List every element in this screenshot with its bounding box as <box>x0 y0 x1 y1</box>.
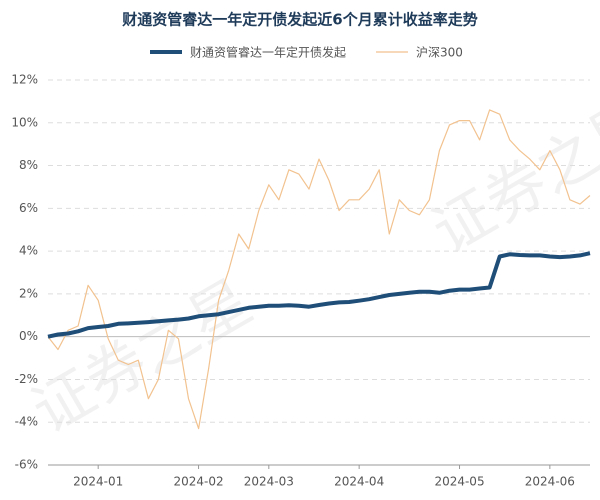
x-tick-label: 2024-04 <box>334 475 384 489</box>
y-tick-label: -2% <box>15 372 38 386</box>
x-tick-label: 2024-05 <box>434 475 484 489</box>
x-tick-label: 2024-02 <box>173 475 223 489</box>
legend-label: 沪深300 <box>416 46 463 60</box>
x-tick-label: 2024-03 <box>244 475 294 489</box>
chart-title: 财通资管睿达一年定开债发起近6个月累计收益率走势 <box>122 11 477 29</box>
x-tick-label: 2024-06 <box>525 475 575 489</box>
y-tick-label: 12% <box>11 73 38 87</box>
y-tick-label: 0% <box>19 329 38 343</box>
y-tick-label: -6% <box>15 458 38 472</box>
series-line <box>47 251 591 339</box>
watermark: 证券之星 <box>421 87 600 268</box>
x-tick-label: 2024-01 <box>73 475 123 489</box>
y-tick-label: 2% <box>19 286 38 300</box>
y-tick-label: 10% <box>11 115 38 129</box>
y-tick-label: 6% <box>19 201 38 215</box>
y-tick-label: 8% <box>19 158 38 172</box>
series-line <box>47 109 591 430</box>
y-tick-label: -4% <box>15 415 38 429</box>
y-tick-label: 4% <box>19 244 38 258</box>
legend-label: 财通资管睿达一年定开债发起 <box>190 45 346 60</box>
